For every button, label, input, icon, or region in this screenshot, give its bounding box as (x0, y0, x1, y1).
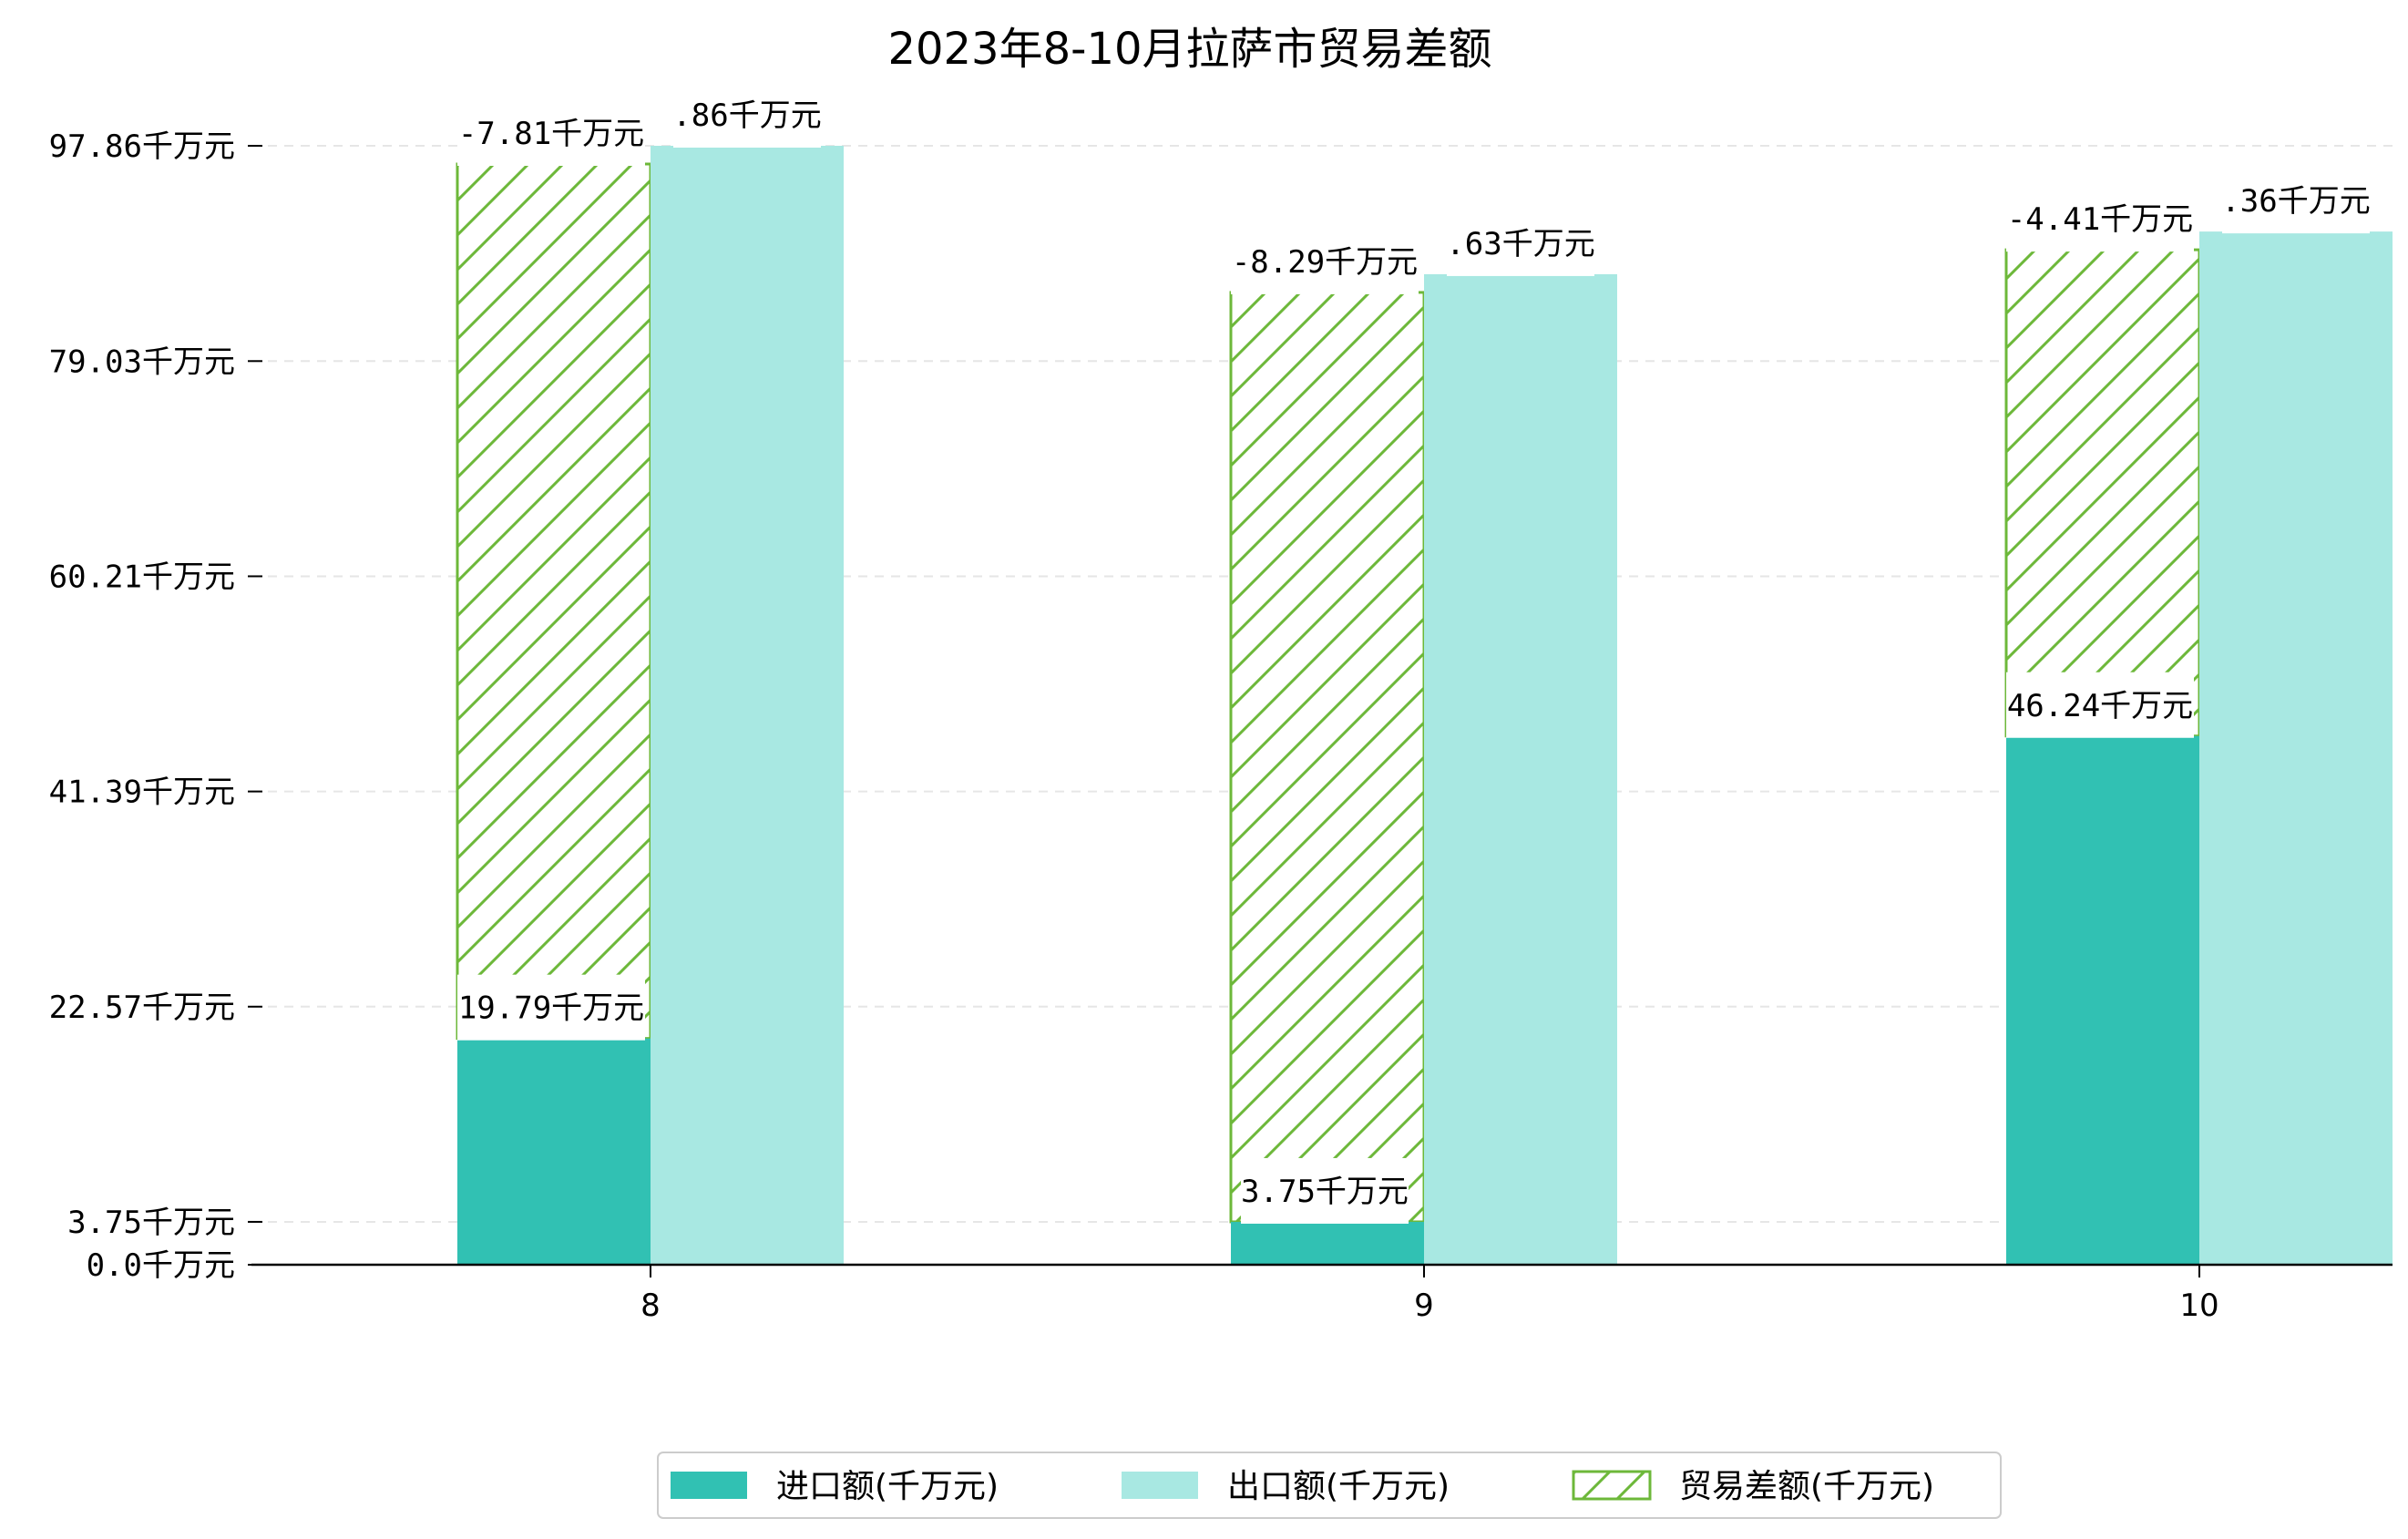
import-bar (1231, 1221, 1424, 1265)
y-tick-label: 97.86千万元 (49, 128, 235, 165)
data-label: -7.81千万元 (458, 116, 644, 152)
data-label-box (1447, 210, 1594, 276)
data-label: .36千万元 (2221, 183, 2370, 220)
y-tick-label: 22.57千万元 (49, 990, 235, 1026)
export-bar (1424, 273, 1617, 1265)
balance-bar (1229, 291, 1426, 1224)
data-label: 3.75千万元 (1241, 1174, 1409, 1210)
data-label-box (457, 974, 645, 1041)
legend-label: 贸易差额(千万元) (1679, 1468, 1934, 1505)
export-bar (2199, 231, 2393, 1266)
data-label-box (2006, 672, 2194, 738)
data-label: .63千万元 (1446, 226, 1594, 262)
y-axis: 0.0千万元 3.75千万元 22.57千万元 41.39千万元 60.21千万元 79.… (49, 128, 262, 1284)
data-label-box (457, 100, 645, 166)
data-label: 46.24千万元 (2007, 688, 2193, 724)
bars (456, 146, 2393, 1266)
data-label-box (1241, 1157, 1409, 1224)
legend-label: 进口额(千万元) (776, 1468, 999, 1505)
legend-swatch (671, 1472, 747, 1499)
y-tick-label: 79.03千万元 (49, 344, 235, 380)
x-tick-label: 9 (1414, 1288, 1434, 1324)
balance-bar (456, 162, 652, 1041)
legend-label: 出口额(千万元) (1227, 1468, 1450, 1505)
data-label-box (2006, 186, 2194, 252)
data-label-box (673, 82, 821, 148)
y-tick-label: 60.21千万元 (49, 559, 235, 595)
x-axis: 8 9 10 (251, 1263, 2393, 1324)
export-bar (651, 146, 844, 1265)
x-tick-label: 10 (2179, 1288, 2218, 1324)
legend-swatch (1122, 1472, 1198, 1499)
chart-title: 2023年8-10月拉萨市贸易差额 (887, 24, 1491, 75)
data-label: -8.29千万元 (1232, 244, 1418, 281)
x-tick-label: 8 (640, 1288, 661, 1324)
legend-frame (657, 1452, 2002, 1519)
data-label: 19.79千万元 (458, 990, 644, 1027)
y-tick-label: 41.39千万元 (49, 775, 235, 811)
y-tick-label: 3.75千万元 (67, 1205, 235, 1241)
data-label-box (1231, 228, 1419, 294)
import-bar (2006, 735, 2199, 1265)
data-labels: .86千万元 -7.81千万元 19.79千万元 .63千万元 -8.29千万元 3.75… (457, 82, 2371, 1224)
y-tick-label: 0.0千万元 (87, 1247, 235, 1284)
legend-swatch (1572, 1470, 1652, 1501)
data-label-box (2222, 168, 2370, 234)
legend: 进口额(千万元) 出口额(千万元) 贸易差额(千万元) (657, 1452, 2002, 1519)
import-bar (457, 1038, 651, 1265)
data-label: .86千万元 (672, 97, 821, 134)
data-label: -4.41千万元 (2007, 201, 2193, 238)
balance-bar (2004, 248, 2201, 738)
